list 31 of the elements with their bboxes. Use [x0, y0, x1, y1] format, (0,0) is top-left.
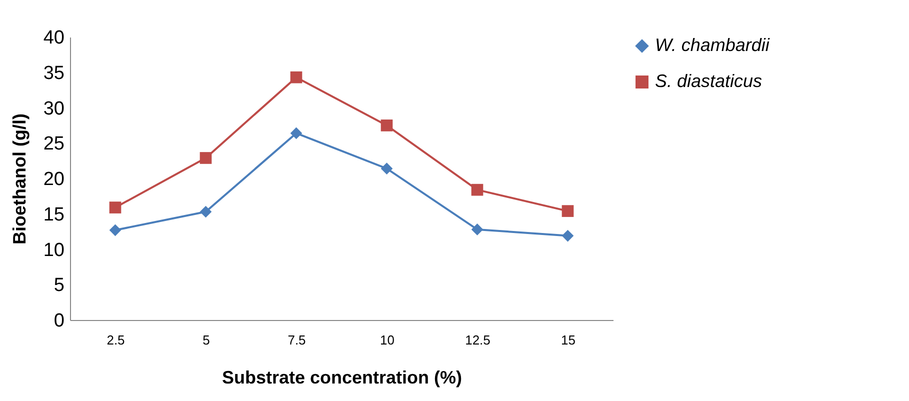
y-tick-label: 20 — [43, 169, 64, 190]
x-axis-title: Substrate concentration (%) — [222, 368, 462, 388]
point — [380, 162, 393, 175]
point — [109, 202, 122, 214]
y-tick-label: 25 — [43, 134, 64, 155]
x-tick-label: 10 — [380, 332, 394, 348]
x-tick-label: 7.5 — [288, 332, 306, 348]
point — [471, 184, 484, 196]
y-tick-label: 35 — [43, 62, 64, 84]
y-axis-title: Bioethanol (g/l) — [9, 114, 30, 244]
y-tick-label: 30 — [43, 98, 64, 120]
point — [562, 205, 574, 217]
point — [200, 152, 212, 164]
point — [109, 224, 122, 236]
point — [200, 206, 212, 218]
y-tick-label: 5 — [54, 275, 64, 296]
point — [471, 224, 484, 236]
legend-label: W. chambardii — [655, 35, 770, 55]
y-tick-label: 15 — [43, 204, 64, 226]
y-tick-label: 10 — [43, 240, 64, 261]
point — [290, 71, 302, 84]
point — [290, 127, 302, 140]
point — [380, 120, 393, 132]
x-tick-label: 2.5 — [106, 332, 125, 348]
y-tick-label: 40 — [43, 28, 64, 48]
legend-label: S. diastaticus — [655, 71, 762, 91]
y-tick-label: 0 — [54, 310, 64, 332]
x-tick-label: 12.5 — [465, 332, 490, 348]
x-tick-label: 15 — [561, 332, 576, 348]
x-tick-label: 5 — [202, 332, 210, 348]
point — [562, 230, 574, 242]
